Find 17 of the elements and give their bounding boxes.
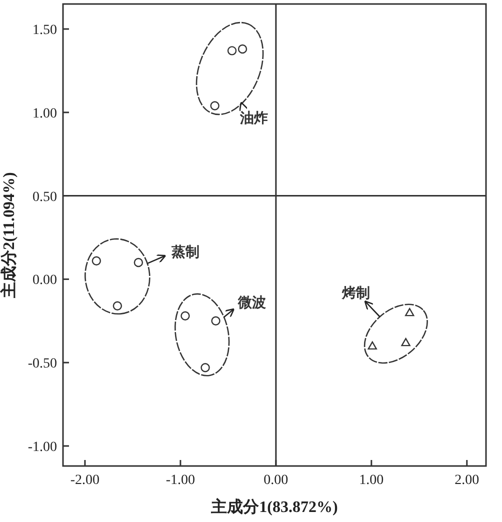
x-tick-label: 1.00	[359, 473, 384, 488]
x-tick-label: 2.00	[454, 473, 480, 488]
series-label: 微波	[237, 294, 266, 310]
series-label: 油炸	[238, 109, 268, 126]
text: 蒸制	[170, 243, 200, 260]
text: 烤制	[340, 284, 370, 301]
x-tick-label: -1.00	[166, 473, 196, 488]
x-axis-title: 主成分1(83.872%)	[210, 497, 338, 516]
y-tick-label: 1.00	[32, 106, 57, 122]
x-tick-label: 0.00	[264, 473, 288, 488]
y-tick-label: -1.00	[28, 440, 57, 455]
y-tick-label: 0.50	[32, 190, 57, 205]
x-tick-label: -2.00	[70, 473, 100, 488]
y-tick-label: 0.00	[32, 273, 57, 288]
y-axis-title: 主成分2(11.094%)	[0, 172, 18, 299]
y-tick-label: -0.50	[28, 356, 57, 372]
y-tick-label: 1.50	[32, 23, 57, 38]
